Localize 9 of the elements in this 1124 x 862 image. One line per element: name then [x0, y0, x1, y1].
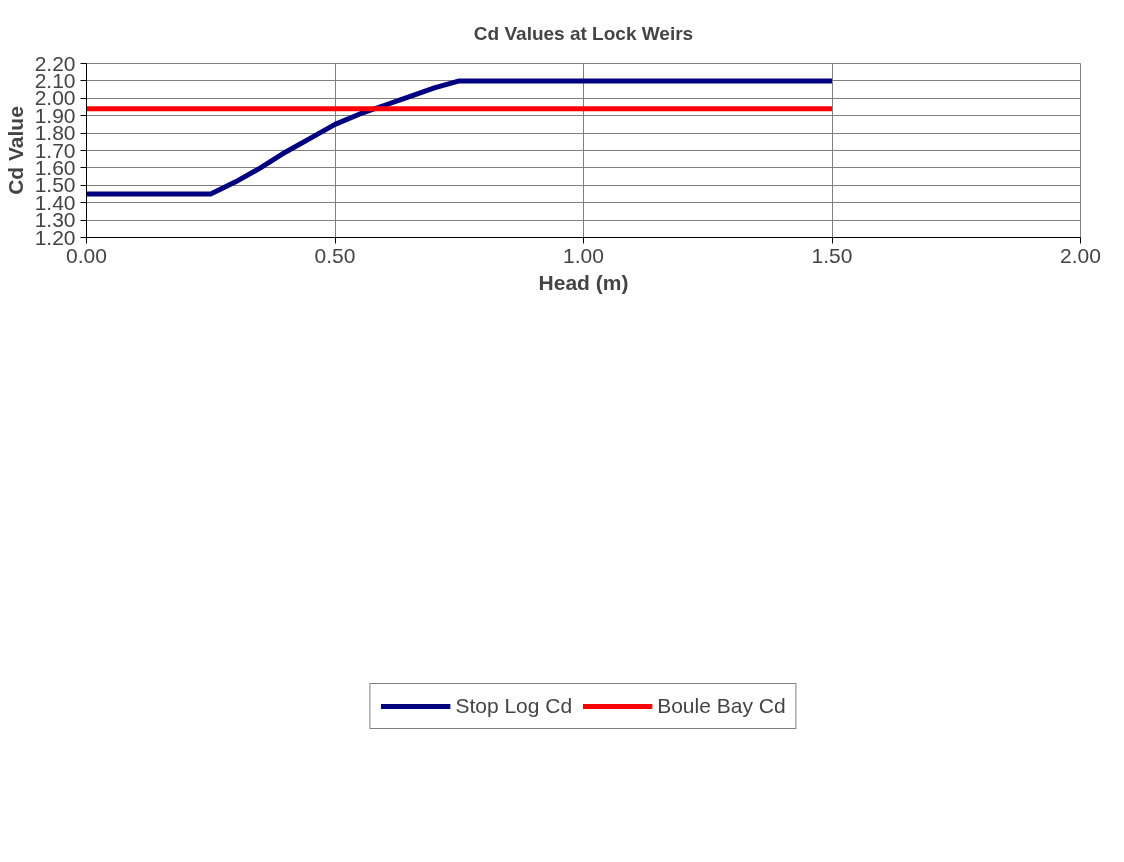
legend-label: Boule Bay Cd: [657, 694, 786, 718]
x-axis-title: Head (m): [538, 270, 629, 294]
x-tick-label: 1.00: [563, 243, 604, 267]
x-tick-label: 1.50: [811, 243, 853, 267]
x-tick-label: 0.50: [314, 243, 356, 267]
chart-title: Cd Values at Lock Weirs: [473, 22, 694, 44]
legend-label: Stop Log Cd: [455, 694, 573, 718]
x-tick-label: 2.00: [1060, 243, 1101, 267]
y-axis-title: Cd Value: [3, 106, 27, 195]
